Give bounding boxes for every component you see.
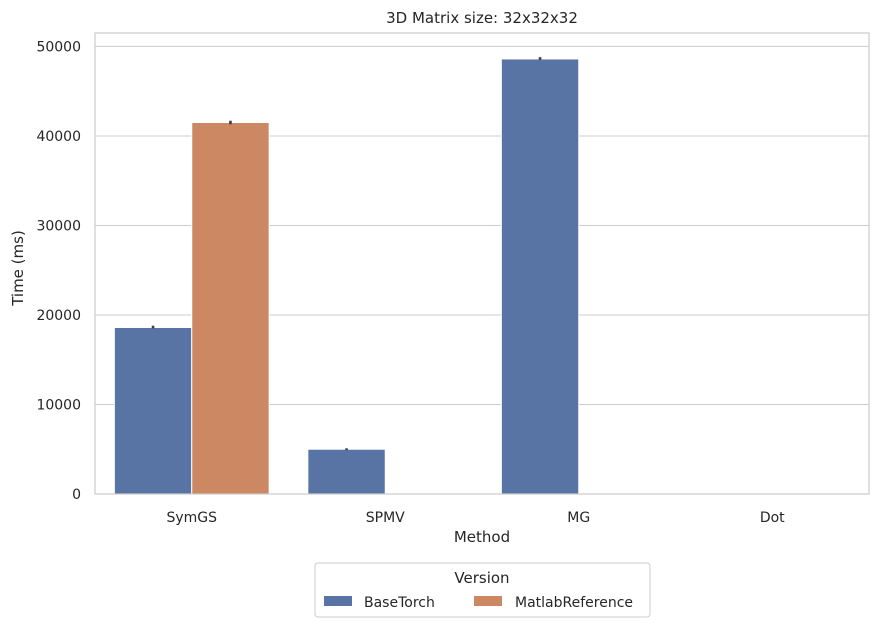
legend-title: Version: [454, 569, 509, 587]
error-bars: [151, 57, 542, 451]
bars: [113, 58, 580, 495]
legend-label-basetorch: BaseTorch: [364, 595, 435, 611]
x-tick-label: SPMV: [366, 510, 405, 526]
legend-label-matlabreference: MatlabReference: [515, 595, 633, 611]
y-tick-label: 10000: [36, 397, 81, 413]
y-tick-label: 50000: [36, 39, 81, 55]
y-tick-label: 30000: [36, 218, 81, 234]
legend: Version BaseTorch MatlabReference: [314, 562, 651, 618]
x-axis-label: Method: [454, 528, 510, 546]
bar-matlabreference-symgs: [191, 122, 270, 495]
x-tick-label: MG: [567, 510, 590, 526]
plot-frame: [94, 32, 870, 495]
bar-basetorch-symgs: [113, 327, 193, 495]
legend-swatch-matlabreference: [474, 596, 502, 606]
legend-swatch-basetorch: [324, 596, 352, 606]
x-tick-labels: SymGS SPMV MG Dot: [166, 510, 785, 526]
legend-box: [314, 562, 651, 618]
x-tick-label: Dot: [760, 510, 785, 526]
bar-basetorch-mg: [500, 58, 580, 495]
y-tick-label: 40000: [36, 129, 81, 145]
y-axis-label: Time (ms): [9, 230, 27, 307]
y-tick-labels: 0 10000 20000 30000 40000 50000: [36, 39, 81, 503]
bar-basetorch-spmv: [307, 448, 386, 495]
chart-title: 3D Matrix size: 32x32x32: [386, 9, 578, 27]
y-tick-label: 20000: [36, 308, 81, 324]
y-tick-label: 0: [72, 487, 81, 503]
x-tick-label: SymGS: [166, 510, 217, 526]
